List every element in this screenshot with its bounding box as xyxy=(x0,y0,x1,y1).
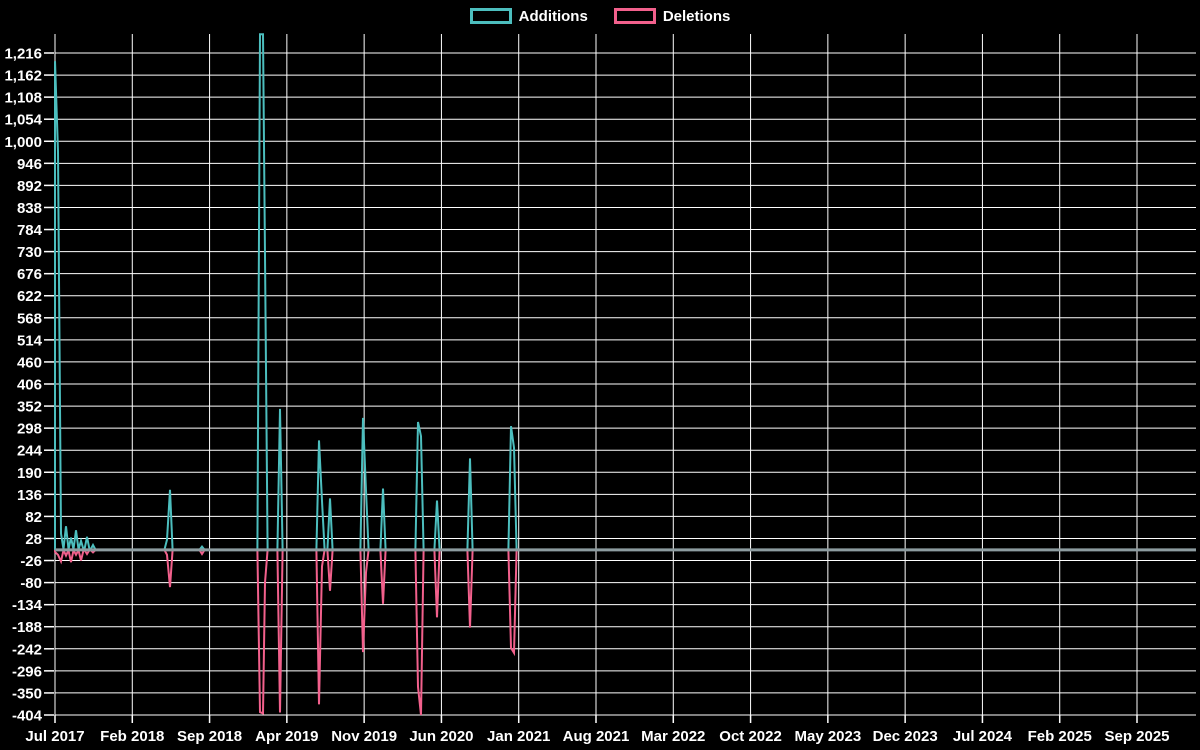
y-axis-tick-label: 514 xyxy=(17,332,43,349)
x-axis-tick-label: Feb 2018 xyxy=(100,728,164,745)
y-axis-tick-label: 1,216 xyxy=(4,46,42,63)
y-axis-tick-label: 28 xyxy=(25,531,42,548)
y-axis-tick-label: 892 xyxy=(17,178,42,195)
y-axis-tick-label: 568 xyxy=(17,310,42,327)
legend-label-additions: Additions xyxy=(518,7,588,25)
y-axis-tick-label: 784 xyxy=(17,222,43,239)
y-axis-tick-label: 946 xyxy=(17,156,42,173)
y-axis-tick-label: 622 xyxy=(17,288,42,305)
x-axis-tick-label: Jan 2021 xyxy=(487,728,550,745)
x-axis-tick-label: Dec 2023 xyxy=(873,728,938,745)
x-axis-tick-label: Mar 2022 xyxy=(641,728,705,745)
legend-label-deletions: Deletions xyxy=(662,7,731,25)
x-axis-tick-label: Sep 2025 xyxy=(1104,728,1169,745)
x-axis-tick-label: Nov 2019 xyxy=(331,728,397,745)
y-axis-tick-label: 460 xyxy=(17,354,42,371)
y-axis-tick-label: 1,000 xyxy=(4,134,42,151)
y-axis-tick-label: 82 xyxy=(25,509,42,526)
additions-swatch-icon xyxy=(469,8,512,24)
x-axis-tick-label: Jul 2024 xyxy=(953,728,1013,745)
y-axis-tick-label: 1,054 xyxy=(4,112,42,129)
y-axis-tick-label: 244 xyxy=(17,443,43,460)
y-axis-tick-label: -404 xyxy=(12,708,43,725)
y-axis-tick-label: -296 xyxy=(12,663,42,680)
x-axis-tick-label: Sep 2018 xyxy=(177,728,242,745)
grid-layer xyxy=(44,34,1196,723)
legend-item-additions[interactable]: Additions xyxy=(469,7,588,25)
x-axis-tick-label: Jun 2020 xyxy=(409,728,473,745)
y-axis-tick-label: 838 xyxy=(17,200,42,217)
y-axis-tick-label: -26 xyxy=(20,553,42,570)
y-axis-tick-label: 190 xyxy=(17,465,42,482)
x-axis-tick-label: Apr 2019 xyxy=(255,728,318,745)
y-axis-tick-label: -188 xyxy=(12,619,42,636)
y-axis-tick-label: -80 xyxy=(20,575,42,592)
y-axis-tick-label: 352 xyxy=(17,399,42,416)
x-axis-tick-label: Jul 2017 xyxy=(25,728,84,745)
y-axis-tick-label: 676 xyxy=(17,266,42,283)
series-line-deletions xyxy=(54,548,1196,716)
y-axis-tick-label: 1,108 xyxy=(4,90,42,107)
x-axis-tick-label: May 2023 xyxy=(794,728,861,745)
deletions-swatch-icon xyxy=(613,8,656,24)
legend-item-deletions[interactable]: Deletions xyxy=(613,7,731,25)
x-axis-tick-label: Aug 2021 xyxy=(563,728,630,745)
axis-labels: 1,216 1,162 1,108 1,054 1,000 946 892 838 784 730… xyxy=(4,46,1169,746)
chart-legend: Additions Deletions xyxy=(0,5,1200,27)
y-axis-tick-label: 298 xyxy=(17,421,42,438)
y-axis-tick-label: 730 xyxy=(17,244,42,261)
y-axis-tick-label: -134 xyxy=(12,597,43,614)
y-axis-tick-label: 1,162 xyxy=(4,68,42,85)
x-axis-tick-label: Feb 2025 xyxy=(1028,728,1092,745)
y-axis-tick-label: -350 xyxy=(12,685,42,702)
y-axis-tick-label: 406 xyxy=(17,377,42,394)
y-axis-tick-label: -242 xyxy=(12,641,42,658)
y-axis-tick-label: 136 xyxy=(17,487,42,504)
x-axis-tick-label: Oct 2022 xyxy=(719,728,782,745)
